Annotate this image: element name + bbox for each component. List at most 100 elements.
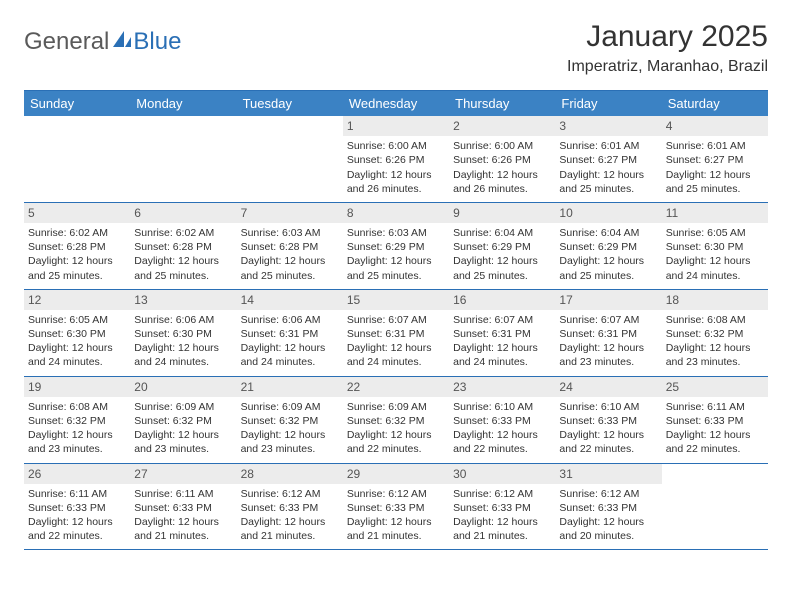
day-cell: 5Sunrise: 6:02 AMSunset: 6:28 PMDaylight… [24, 203, 130, 289]
sunrise-text: Sunrise: 6:02 AM [28, 226, 126, 240]
day-cell [662, 464, 768, 550]
day-number: 19 [24, 377, 130, 397]
day-number: 31 [555, 464, 661, 484]
sunrise-text: Sunrise: 6:11 AM [666, 400, 764, 414]
sunset-text: Sunset: 6:27 PM [666, 153, 764, 167]
day-number: 1 [343, 116, 449, 136]
week-row: 1Sunrise: 6:00 AMSunset: 6:26 PMDaylight… [24, 116, 768, 203]
daylight-text: Daylight: 12 hours and 23 minutes. [28, 428, 126, 456]
daylight-text: Daylight: 12 hours and 22 minutes. [28, 515, 126, 543]
dow-sunday: Sunday [24, 91, 130, 116]
day-cell: 24Sunrise: 6:10 AMSunset: 6:33 PMDayligh… [555, 377, 661, 463]
day-cell: 27Sunrise: 6:11 AMSunset: 6:33 PMDayligh… [130, 464, 236, 550]
daylight-text: Daylight: 12 hours and 21 minutes. [347, 515, 445, 543]
day-cell [24, 116, 130, 202]
sunrise-text: Sunrise: 6:10 AM [559, 400, 657, 414]
day-cell: 30Sunrise: 6:12 AMSunset: 6:33 PMDayligh… [449, 464, 555, 550]
day-cell: 22Sunrise: 6:09 AMSunset: 6:32 PMDayligh… [343, 377, 449, 463]
sunset-text: Sunset: 6:32 PM [134, 414, 232, 428]
week-row: 12Sunrise: 6:05 AMSunset: 6:30 PMDayligh… [24, 290, 768, 377]
day-number: 16 [449, 290, 555, 310]
sunrise-text: Sunrise: 6:12 AM [559, 487, 657, 501]
logo-text-blue: Blue [133, 28, 181, 56]
daylight-text: Daylight: 12 hours and 25 minutes. [453, 254, 551, 282]
day-number: 7 [237, 203, 343, 223]
day-cell: 28Sunrise: 6:12 AMSunset: 6:33 PMDayligh… [237, 464, 343, 550]
logo: General Blue [24, 20, 181, 56]
day-number: 12 [24, 290, 130, 310]
day-number: 28 [237, 464, 343, 484]
sunset-text: Sunset: 6:32 PM [241, 414, 339, 428]
day-number: 20 [130, 377, 236, 397]
sunset-text: Sunset: 6:33 PM [559, 414, 657, 428]
daylight-text: Daylight: 12 hours and 25 minutes. [559, 168, 657, 196]
daylight-text: Daylight: 12 hours and 25 minutes. [28, 254, 126, 282]
sunrise-text: Sunrise: 6:03 AM [347, 226, 445, 240]
sunset-text: Sunset: 6:32 PM [28, 414, 126, 428]
day-number: 6 [130, 203, 236, 223]
day-number: 8 [343, 203, 449, 223]
day-number: 15 [343, 290, 449, 310]
sunset-text: Sunset: 6:33 PM [347, 501, 445, 515]
dow-wednesday: Wednesday [343, 91, 449, 116]
day-cell: 25Sunrise: 6:11 AMSunset: 6:33 PMDayligh… [662, 377, 768, 463]
sunset-text: Sunset: 6:33 PM [559, 501, 657, 515]
day-cell: 9Sunrise: 6:04 AMSunset: 6:29 PMDaylight… [449, 203, 555, 289]
day-cell: 31Sunrise: 6:12 AMSunset: 6:33 PMDayligh… [555, 464, 661, 550]
daylight-text: Daylight: 12 hours and 23 minutes. [559, 341, 657, 369]
daylight-text: Daylight: 12 hours and 25 minutes. [559, 254, 657, 282]
sunset-text: Sunset: 6:26 PM [347, 153, 445, 167]
day-cell: 8 Sunrise: 6:03 AMSunset: 6:29 PMDaylight… [343, 203, 449, 289]
day-number: 10 [555, 203, 661, 223]
sunrise-text: Sunrise: 6:09 AM [134, 400, 232, 414]
sunrise-text: Sunrise: 6:04 AM [559, 226, 657, 240]
day-cell: 15Sunrise: 6:07 AMSunset: 6:31 PMDayligh… [343, 290, 449, 376]
sunset-text: Sunset: 6:33 PM [453, 501, 551, 515]
sunrise-text: Sunrise: 6:00 AM [347, 139, 445, 153]
sunrise-text: Sunrise: 6:12 AM [453, 487, 551, 501]
daylight-text: Daylight: 12 hours and 21 minutes. [134, 515, 232, 543]
daylight-text: Daylight: 12 hours and 25 minutes. [666, 168, 764, 196]
sunrise-text: Sunrise: 6:11 AM [134, 487, 232, 501]
day-cell: 29Sunrise: 6:12 AMSunset: 6:33 PMDayligh… [343, 464, 449, 550]
sunset-text: Sunset: 6:26 PM [453, 153, 551, 167]
day-cell: 4Sunrise: 6:01 AMSunset: 6:27 PMDaylight… [662, 116, 768, 202]
sunset-text: Sunset: 6:30 PM [134, 327, 232, 341]
daylight-text: Daylight: 12 hours and 24 minutes. [28, 341, 126, 369]
sunset-text: Sunset: 6:31 PM [241, 327, 339, 341]
day-cell: 23Sunrise: 6:10 AMSunset: 6:33 PMDayligh… [449, 377, 555, 463]
daylight-text: Daylight: 12 hours and 23 minutes. [241, 428, 339, 456]
sunrise-text: Sunrise: 6:06 AM [241, 313, 339, 327]
week-row: 5Sunrise: 6:02 AMSunset: 6:28 PMDaylight… [24, 203, 768, 290]
sunset-text: Sunset: 6:29 PM [347, 240, 445, 254]
sunrise-text: Sunrise: 6:01 AM [666, 139, 764, 153]
sunrise-text: Sunrise: 6:10 AM [453, 400, 551, 414]
sunrise-text: Sunrise: 6:07 AM [559, 313, 657, 327]
daylight-text: Daylight: 12 hours and 25 minutes. [347, 254, 445, 282]
sunrise-text: Sunrise: 6:07 AM [347, 313, 445, 327]
sunset-text: Sunset: 6:29 PM [453, 240, 551, 254]
logo-sail-icon [111, 28, 133, 56]
sunset-text: Sunset: 6:33 PM [241, 501, 339, 515]
sunrise-text: Sunrise: 6:09 AM [241, 400, 339, 414]
day-number: 9 [449, 203, 555, 223]
day-cell: 13Sunrise: 6:06 AMSunset: 6:30 PMDayligh… [130, 290, 236, 376]
sunrise-text: Sunrise: 6:12 AM [241, 487, 339, 501]
header: General Blue January 2025 Imperatriz, Ma… [24, 20, 768, 76]
day-number: 26 [24, 464, 130, 484]
sunrise-text: Sunrise: 6:11 AM [28, 487, 126, 501]
sunrise-text: Sunrise: 6:09 AM [347, 400, 445, 414]
sunrise-text: Sunrise: 6:12 AM [347, 487, 445, 501]
sunset-text: Sunset: 6:29 PM [559, 240, 657, 254]
day-number: 17 [555, 290, 661, 310]
day-cell: 20Sunrise: 6:09 AMSunset: 6:32 PMDayligh… [130, 377, 236, 463]
day-number: 14 [237, 290, 343, 310]
day-cell: 6Sunrise: 6:02 AMSunset: 6:28 PMDaylight… [130, 203, 236, 289]
day-cell: 10 Sunrise: 6:04 AMSunset: 6:29 PMDayligh… [555, 203, 661, 289]
sunrise-text: Sunrise: 6:07 AM [453, 313, 551, 327]
day-number: 2 [449, 116, 555, 136]
day-cell: 1Sunrise: 6:00 AMSunset: 6:26 PMDaylight… [343, 116, 449, 202]
day-cell: 11Sunrise: 6:05 AMSunset: 6:30 PMDayligh… [662, 203, 768, 289]
sunrise-text: Sunrise: 6:08 AM [28, 400, 126, 414]
day-cell: 7Sunrise: 6:03 AMSunset: 6:28 PMDaylight… [237, 203, 343, 289]
